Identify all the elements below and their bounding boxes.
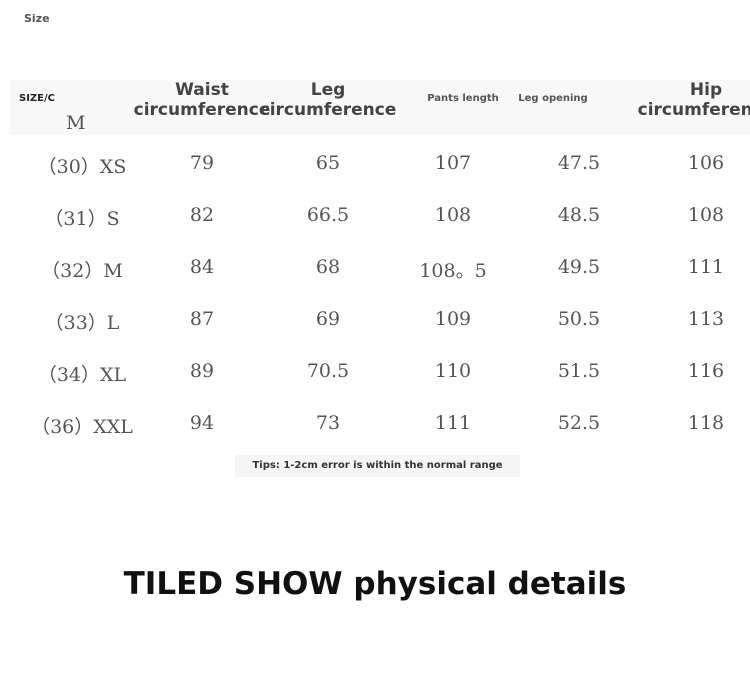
cell: 84 [189,256,215,278]
cell: 107 [434,152,472,174]
cell: 108。5 [419,260,487,282]
cell: 65 [315,152,341,174]
cell: 109 [434,308,472,330]
cell: 111 [434,412,472,434]
cell: 68 [315,256,341,278]
cell: 49.5 [557,256,601,278]
column-header: Leg [310,80,346,100]
column-header: circumference [133,100,271,120]
cell: 108 [434,204,472,226]
note: Tips: 1-2cm error is within the normal r… [235,455,520,477]
cell: 47.5 [557,152,601,174]
column-header: circumference [259,100,397,120]
column-header: Hip [689,80,723,100]
row-label: （34）XL [37,364,127,386]
cell: 118 [687,412,725,434]
row-label: （31）S [44,208,120,230]
cell: 70.5 [306,360,350,382]
header-band [10,80,750,135]
cell: 108 [687,204,725,226]
cell: 110 [434,360,472,382]
row-label: （33）L [44,312,120,334]
cell: 51.5 [557,360,601,382]
cell: 66.5 [306,204,350,226]
cell: 116 [687,360,725,382]
cell: 106 [687,152,725,174]
corner-bottom: M [66,112,86,134]
column-header: circumference [637,100,750,120]
size-label: Size [24,12,50,25]
cell: 52.5 [557,412,601,434]
cell: 113 [687,308,725,330]
row-label: （30）XS [37,156,127,178]
column-header: Waist [175,80,229,100]
column-header: Pants length [427,93,499,104]
cell: 73 [315,412,341,434]
cell: 69 [315,308,341,330]
cell: 82 [189,204,215,226]
cell: 89 [189,360,215,382]
row-label: （32）M [41,260,123,282]
cell: 94 [189,412,215,434]
cell: 87 [189,308,215,330]
cell: 111 [687,256,725,278]
cell: 50.5 [557,308,601,330]
column-header: Leg opening [518,93,588,104]
footer-title: TILED SHOW physical details [123,566,627,602]
row-label: （36）XXL [31,416,133,438]
cell: 79 [189,152,215,174]
cell: 48.5 [557,204,601,226]
corner-top: SIZE/C [19,93,55,104]
